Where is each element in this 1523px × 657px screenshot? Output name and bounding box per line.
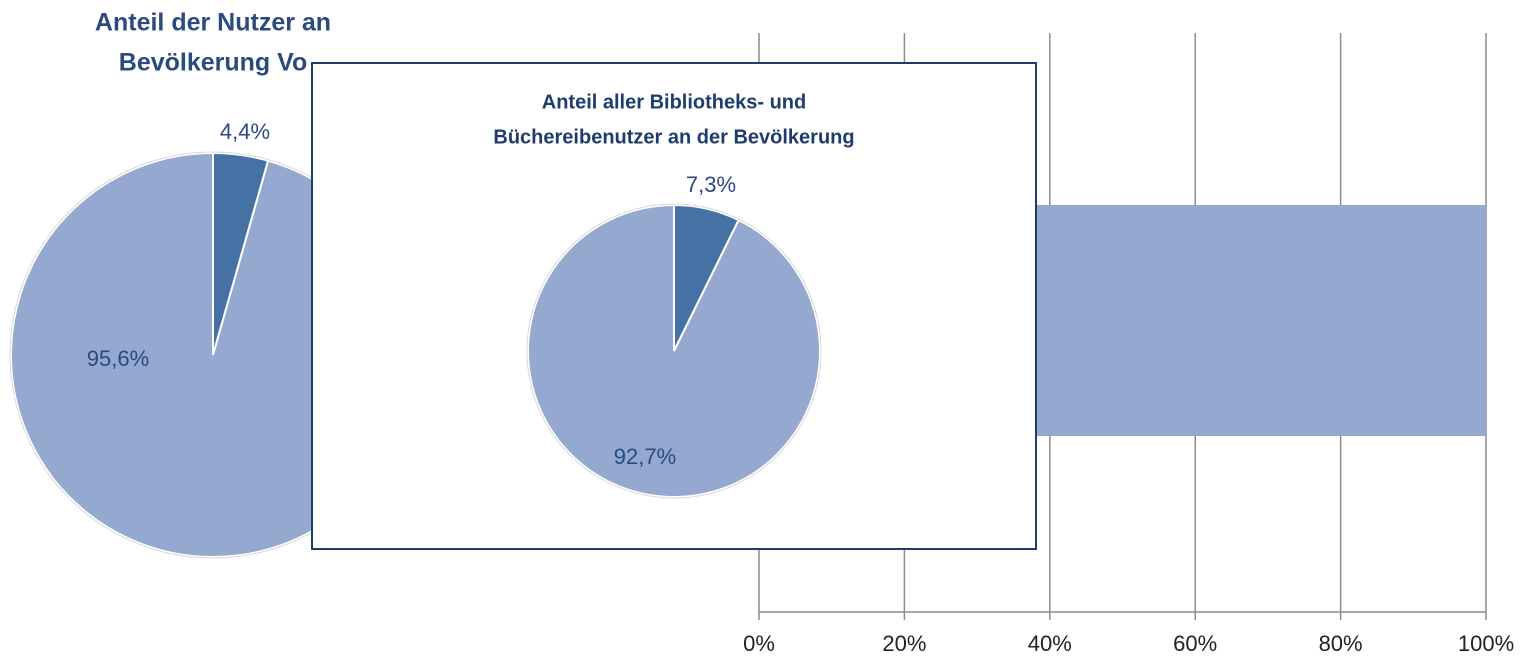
- x-tick-label: 80%: [1319, 631, 1363, 656]
- data-label: 4,4%: [220, 119, 270, 144]
- chart-title: Bevölkerung Vo: [119, 49, 307, 77]
- x-tick-label: 40%: [1028, 631, 1072, 656]
- x-tick-label: 100%: [1458, 631, 1514, 656]
- chart-title: Anteil der Nutzer an: [95, 9, 331, 37]
- data-label: 7,3%: [686, 172, 736, 197]
- x-tick-label: 0%: [743, 631, 775, 656]
- data-label: 92,7%: [614, 444, 676, 469]
- chart-title: Anteil aller Bibliotheks- und: [542, 91, 806, 113]
- chart-title: Büchereibenutzer an der Bevölkerung: [493, 126, 854, 148]
- pie-slice: [527, 203, 821, 498]
- data-label: 95,6%: [87, 346, 149, 371]
- pie-rim: [526, 203, 822, 499]
- x-tick-label: 20%: [882, 631, 926, 656]
- x-tick-label: 60%: [1173, 631, 1217, 656]
